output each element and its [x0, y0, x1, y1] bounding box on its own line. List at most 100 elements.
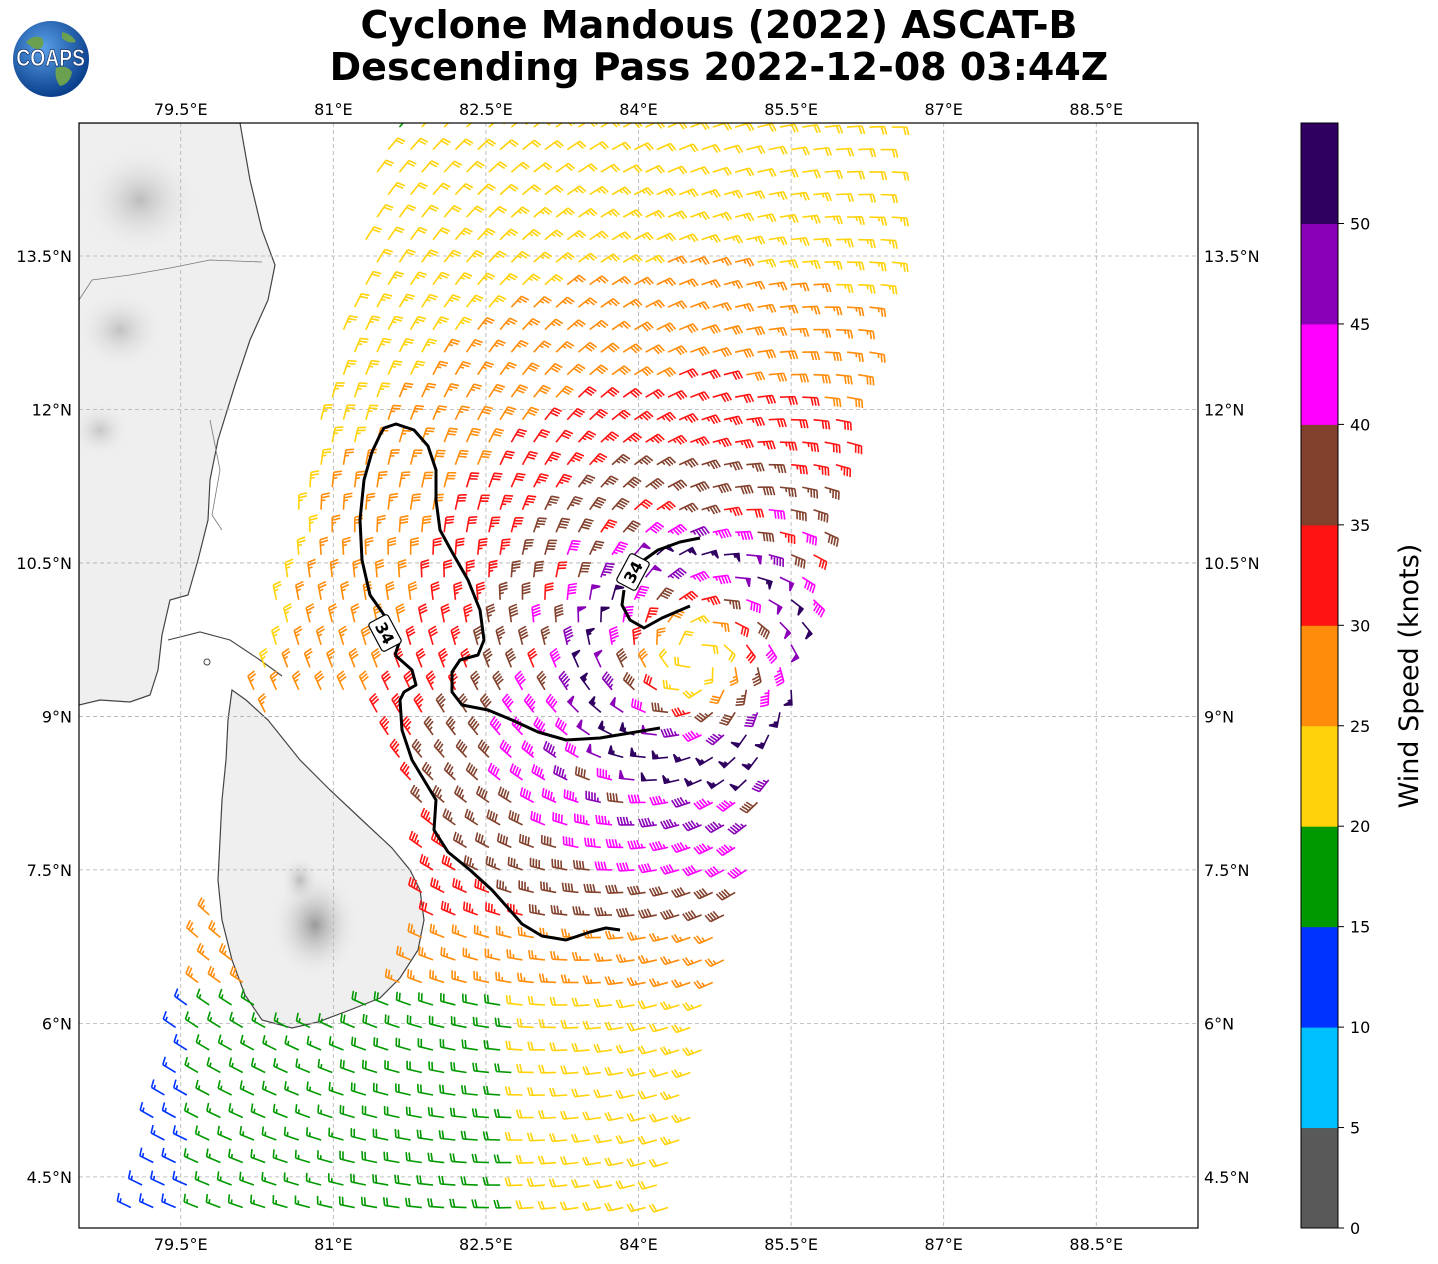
wind-barb	[835, 283, 854, 293]
wind-barb	[488, 205, 508, 218]
wind-barb	[250, 1057, 266, 1074]
wind-barb	[406, 969, 423, 984]
wind-barb	[443, 338, 461, 353]
wind-barb	[723, 370, 744, 381]
wind-barb	[768, 281, 788, 291]
wind-barb	[746, 325, 766, 336]
wind-barb	[566, 539, 581, 556]
wind-barb	[824, 306, 843, 316]
wind-barb	[555, 561, 568, 578]
wind-barb	[735, 530, 754, 541]
wind-barb	[537, 1200, 557, 1210]
wind-barb	[589, 452, 608, 466]
wind-barb	[802, 351, 821, 361]
wind-barb	[460, 1176, 478, 1186]
wind-barb	[560, 1019, 579, 1029]
wind-barb	[384, 968, 400, 984]
colorbar-tick: 40	[1350, 415, 1370, 434]
wind-barb	[705, 733, 725, 746]
wind-barb	[397, 558, 407, 578]
wind-barb	[421, 160, 440, 173]
wind-barb	[561, 882, 579, 894]
wind-barb	[704, 958, 725, 968]
wind-barb	[510, 384, 528, 398]
wind-barb	[723, 234, 744, 244]
wind-barb	[387, 181, 406, 196]
wind-barb	[482, 647, 493, 668]
wind-barb	[272, 1195, 288, 1209]
wind-barb	[485, 855, 501, 871]
wind-barb	[531, 603, 542, 623]
wind-barb	[715, 844, 736, 857]
wind-barb	[462, 901, 479, 916]
wind-barb	[880, 148, 899, 158]
wind-barb	[751, 667, 762, 687]
colorbar: 0 5 10 15 20 25 30 35 40 45 50 Wind Speed (knots)	[1300, 122, 1425, 1238]
wind-barb	[690, 481, 710, 493]
wind-barb	[196, 942, 210, 961]
wind-barb	[440, 946, 456, 961]
wind-barb	[674, 656, 691, 669]
wind-barb	[450, 1016, 467, 1029]
wind-barb	[584, 837, 601, 849]
wind-barb	[195, 1034, 210, 1051]
wind-barb	[746, 371, 766, 382]
wind-barb	[656, 456, 677, 467]
wind-barb	[387, 360, 403, 376]
wind-barb	[432, 137, 451, 151]
lon-tick-bottom: 81°E	[314, 1235, 352, 1254]
wind-barb	[659, 1001, 680, 1011]
wind-barb	[791, 418, 809, 429]
wind-barb	[712, 256, 733, 267]
wind-barb	[593, 1179, 613, 1189]
wind-barb	[712, 482, 732, 494]
wind-barb	[637, 1180, 658, 1190]
wind-barb	[454, 494, 467, 510]
wind-barb	[634, 366, 654, 377]
wind-barb	[891, 216, 910, 227]
wind-barb	[351, 990, 367, 1006]
wind-barb	[417, 1038, 434, 1051]
wind-barb	[746, 235, 766, 245]
wind-barb	[427, 1107, 445, 1119]
wind-barb	[671, 1024, 691, 1034]
wind-barbs	[116, 123, 910, 1213]
wind-barb	[518, 880, 534, 894]
wind-barb	[409, 493, 422, 510]
wind-barb	[421, 249, 439, 263]
wind-barb	[757, 258, 777, 268]
wind-barb	[835, 418, 852, 431]
wind-barb	[465, 427, 481, 443]
wind-barb	[835, 373, 853, 385]
wind-barb	[712, 621, 730, 633]
wind-barb	[398, 159, 417, 173]
wind-barb	[297, 492, 308, 510]
wind-barb	[824, 351, 843, 362]
wind-barb	[723, 144, 744, 154]
colorbar-tick: 25	[1350, 717, 1370, 736]
wind-barb	[350, 1173, 367, 1186]
wind-barb	[510, 161, 530, 173]
wind-barb	[659, 864, 680, 875]
colorbar-tick: 5	[1350, 1119, 1360, 1138]
wind-barb	[270, 625, 281, 646]
wind-barb	[667, 479, 688, 491]
wind-barb	[527, 647, 538, 668]
wind-barb	[506, 949, 523, 961]
wind-barb	[576, 719, 591, 736]
wind-barb	[858, 148, 877, 158]
wind-barb	[622, 343, 643, 354]
wind-barb	[701, 414, 721, 425]
wind-barb	[779, 621, 792, 640]
wind-barb	[465, 205, 485, 218]
wind-barb	[549, 950, 568, 961]
wind-barb	[813, 418, 831, 430]
wind-barb	[768, 326, 788, 337]
wind-barb	[303, 647, 313, 668]
wind-barb	[611, 409, 631, 421]
wind-barb	[637, 647, 648, 668]
wind-barb	[544, 229, 564, 241]
wind-barb	[573, 813, 590, 826]
wind-barb	[521, 740, 535, 758]
wind-barb	[835, 147, 855, 157]
